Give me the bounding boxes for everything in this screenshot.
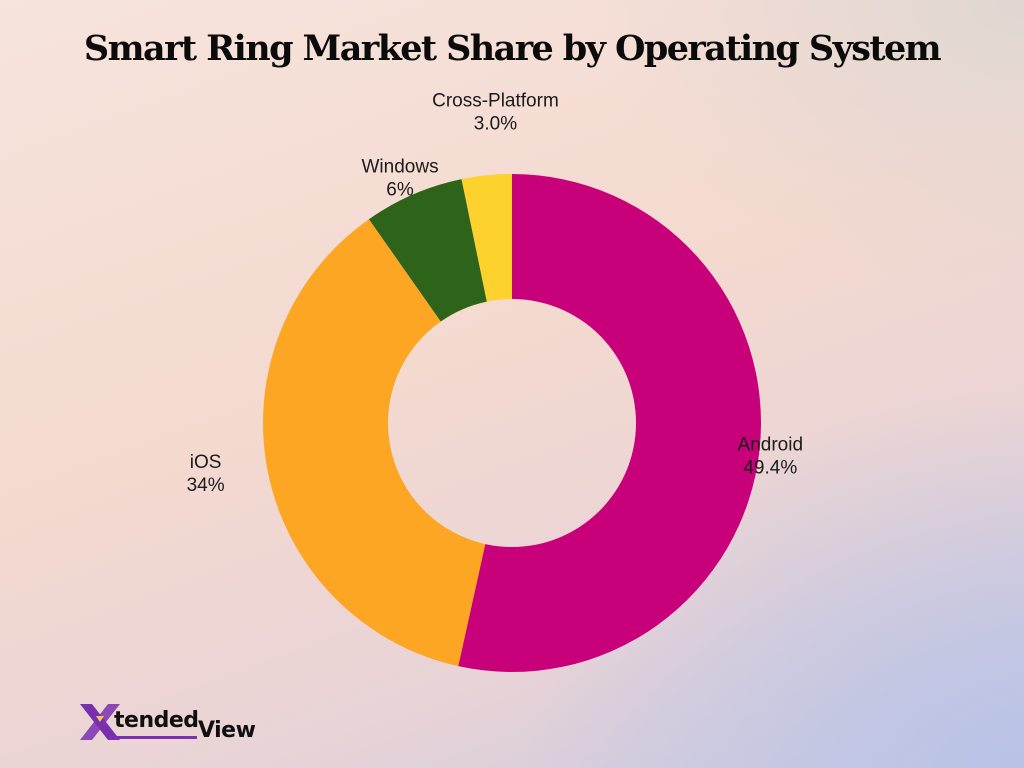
slice-cross-platform — [461, 174, 512, 302]
label-android-name: Android — [738, 434, 804, 455]
brand-logo: tended View — [78, 700, 268, 746]
chart-slices — [262, 174, 761, 672]
chart-title: Smart Ring Market Share by Operating Sys… — [83, 28, 942, 69]
label-cross-platform-value: 3.0% — [474, 114, 517, 135]
label-ios-value: 34% — [187, 475, 225, 496]
label-android-value: 49.4% — [743, 457, 797, 478]
slice-ios — [262, 219, 486, 667]
logo-text-tended: tended — [114, 708, 199, 733]
label-windows-value: 6% — [386, 180, 414, 201]
slice-windows — [368, 179, 487, 322]
label-cross-platform-name: Cross-Platform — [432, 91, 559, 112]
slice-android — [458, 174, 761, 672]
label-ios-name: iOS — [190, 452, 222, 473]
logo-underline — [114, 736, 197, 739]
logo-x-icon — [80, 704, 120, 740]
label-windows-name: Windows — [362, 157, 439, 178]
logo-text-view: View — [198, 718, 256, 743]
